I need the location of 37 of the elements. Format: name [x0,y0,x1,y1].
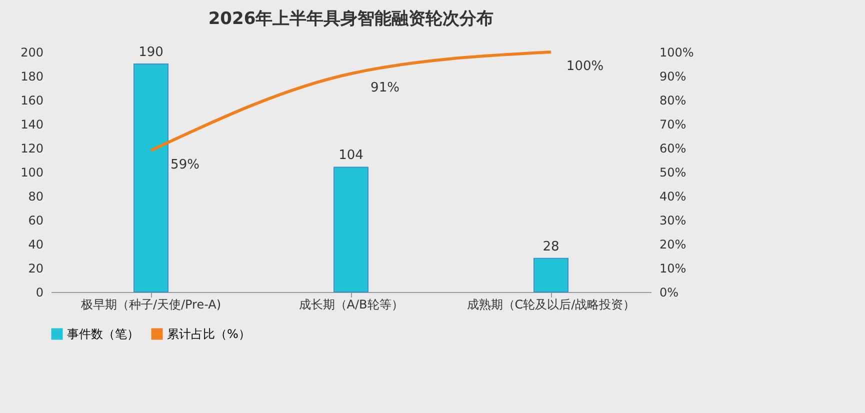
y-tick-label: 160 [20,94,44,108]
y-tick-label: 20 [28,262,44,276]
legend-label: 事件数（笔） [67,327,139,341]
y2-tick-label: 50% [660,166,686,180]
data-label: 91% [370,80,400,96]
y2-tick-label: 100% [660,46,694,60]
data-label: 28 [542,239,560,254]
data-label: 190 [138,45,164,60]
x-tick-label: 成熟期（C轮及以后/战略投资） [466,298,636,312]
data-label: 100% [566,59,604,74]
y2-tick-label: 10% [660,262,686,276]
chart-title: 2026年上半年具身智能融资轮次分布 [208,9,494,29]
y2-tick-label: 80% [660,94,686,108]
bar [134,64,168,292]
y-tick-label: 200 [20,46,44,60]
y-tick-label: 140 [20,118,44,132]
y-tick-label: 40 [28,238,44,252]
x-tick-label: 成长期（A/B轮等） [298,298,404,312]
y-tick-label: 80 [28,190,44,204]
y-tick-label: 120 [20,142,44,156]
y2-tick-label: 90% [660,70,686,84]
data-label: 59% [170,157,200,172]
y2-tick-label: 0% [660,286,679,300]
y-tick-label: 180 [20,70,44,84]
y2-tick-label: 40% [660,190,686,204]
x-tick-label: 极早期（种子/天使/Pre-A) [80,298,222,312]
bar [334,166,368,292]
y2-tick-label: 30% [660,214,686,228]
y-tick-label: 100 [20,166,44,180]
bar [534,258,568,292]
data-label: 104 [338,148,364,164]
y-tick-label: 0 [36,286,44,300]
y2-tick-label: 20% [660,238,686,252]
legend-label: 累计占比（%） [167,327,250,341]
y2-tick-label: 70% [660,118,686,132]
y2-tick-label: 60% [660,142,686,156]
y-tick-label: 60 [28,214,44,228]
